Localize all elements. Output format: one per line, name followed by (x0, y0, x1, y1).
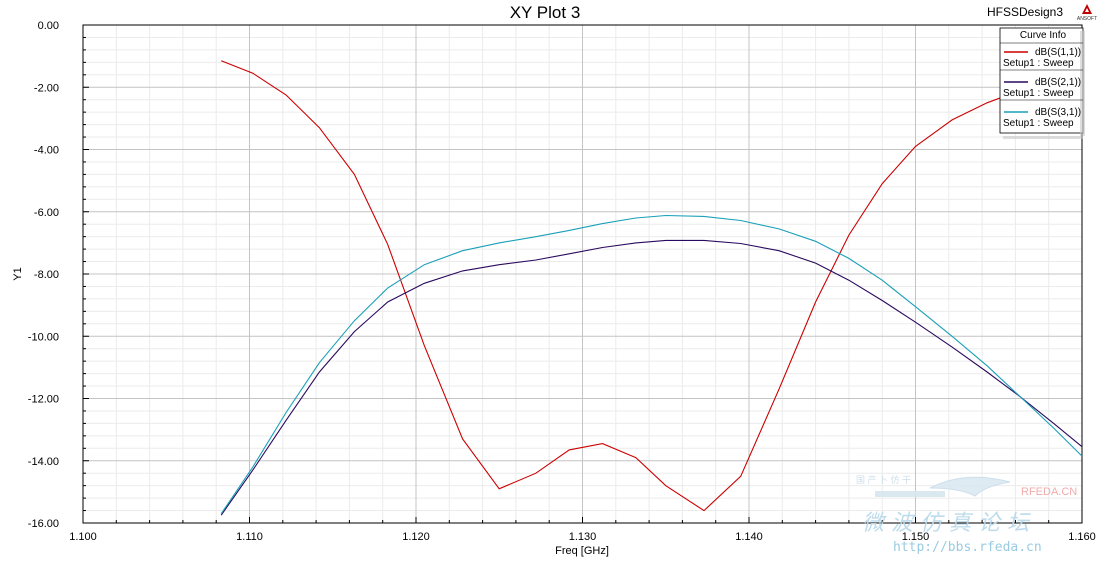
y-axis-ticks: 0.00 -2.00 -4.00 -6.00 -8.00 -10.00 -12.00 -14.… (28, 20, 89, 530)
watermark: 国 产 卜 仿 干 RFEDA.CN 微 波 仿 真 论 坛 http://bb… (856, 474, 1077, 555)
series-line-2 (220, 239, 1083, 516)
watermark-top-text: 国 产 卜 仿 干 (856, 474, 911, 485)
series-line-1 (220, 60, 1049, 512)
x-axis-ticks: 1.100 1.110 1.120 1.130 1.140 1.150 1.160 (69, 517, 1096, 543)
y-tick-label: -8.00 (34, 269, 59, 281)
y-tick-label: -4.00 (34, 145, 59, 157)
bird-logo-icon (929, 476, 1011, 497)
y-tick-label: 0.00 (38, 20, 59, 32)
legend-series-setup: Setup1 : Sweep (1003, 58, 1074, 69)
watermark-bar (875, 491, 945, 497)
y-tick-label: -14.00 (28, 456, 59, 468)
x-tick-label: 1.130 (569, 531, 597, 543)
legend-series-setup: Setup1 : Sweep (1003, 88, 1074, 99)
y-tick-label: -2.00 (34, 82, 59, 94)
series-line-3 (220, 214, 1083, 515)
legend-title: Curve Info (1020, 30, 1067, 41)
y-tick-label: -6.00 (34, 207, 59, 219)
ansoft-logo-icon: ANSOFT (1077, 4, 1097, 22)
legend-series-name: dB(S(3,1)) (1035, 107, 1081, 118)
logo-text: ANSOFT (1077, 16, 1097, 22)
x-tick-label: 1.150 (902, 531, 930, 543)
major-grid (83, 25, 1082, 523)
x-tick-label: 1.120 (402, 531, 430, 543)
legend: Curve Info dB(S(1,1))Setup1 : SweepdB(S(… (999, 27, 1085, 139)
watermark-url: http://bbs.rfeda.cn (893, 540, 1042, 555)
x-tick-label: 1.110 (236, 531, 263, 543)
x-tick-label: 1.100 (69, 531, 97, 543)
chart-title: XY Plot 3 (510, 3, 581, 22)
series-layer (220, 60, 1083, 516)
y-tick-label: -10.00 (28, 331, 59, 343)
watermark-brand: RFEDA.CN (1021, 486, 1077, 498)
x-axis-label: Freq [GHz] (555, 545, 609, 557)
y-tick-label: -12.00 (28, 394, 59, 406)
y-tick-label: -16.00 (28, 518, 59, 530)
x-tick-label: 1.160 (1068, 531, 1096, 543)
y-axis-label: Y1 (12, 267, 24, 280)
legend-series-name: dB(S(1,1)) (1035, 47, 1081, 58)
legend-series-setup: Setup1 : Sweep (1003, 118, 1074, 129)
legend-series-name: dB(S(2,1)) (1035, 77, 1081, 88)
design-name: HFSSDesign3 (987, 5, 1063, 19)
x-tick-label: 1.140 (735, 531, 763, 543)
watermark-big-text: 微 波 仿 真 论 坛 (862, 511, 1031, 536)
